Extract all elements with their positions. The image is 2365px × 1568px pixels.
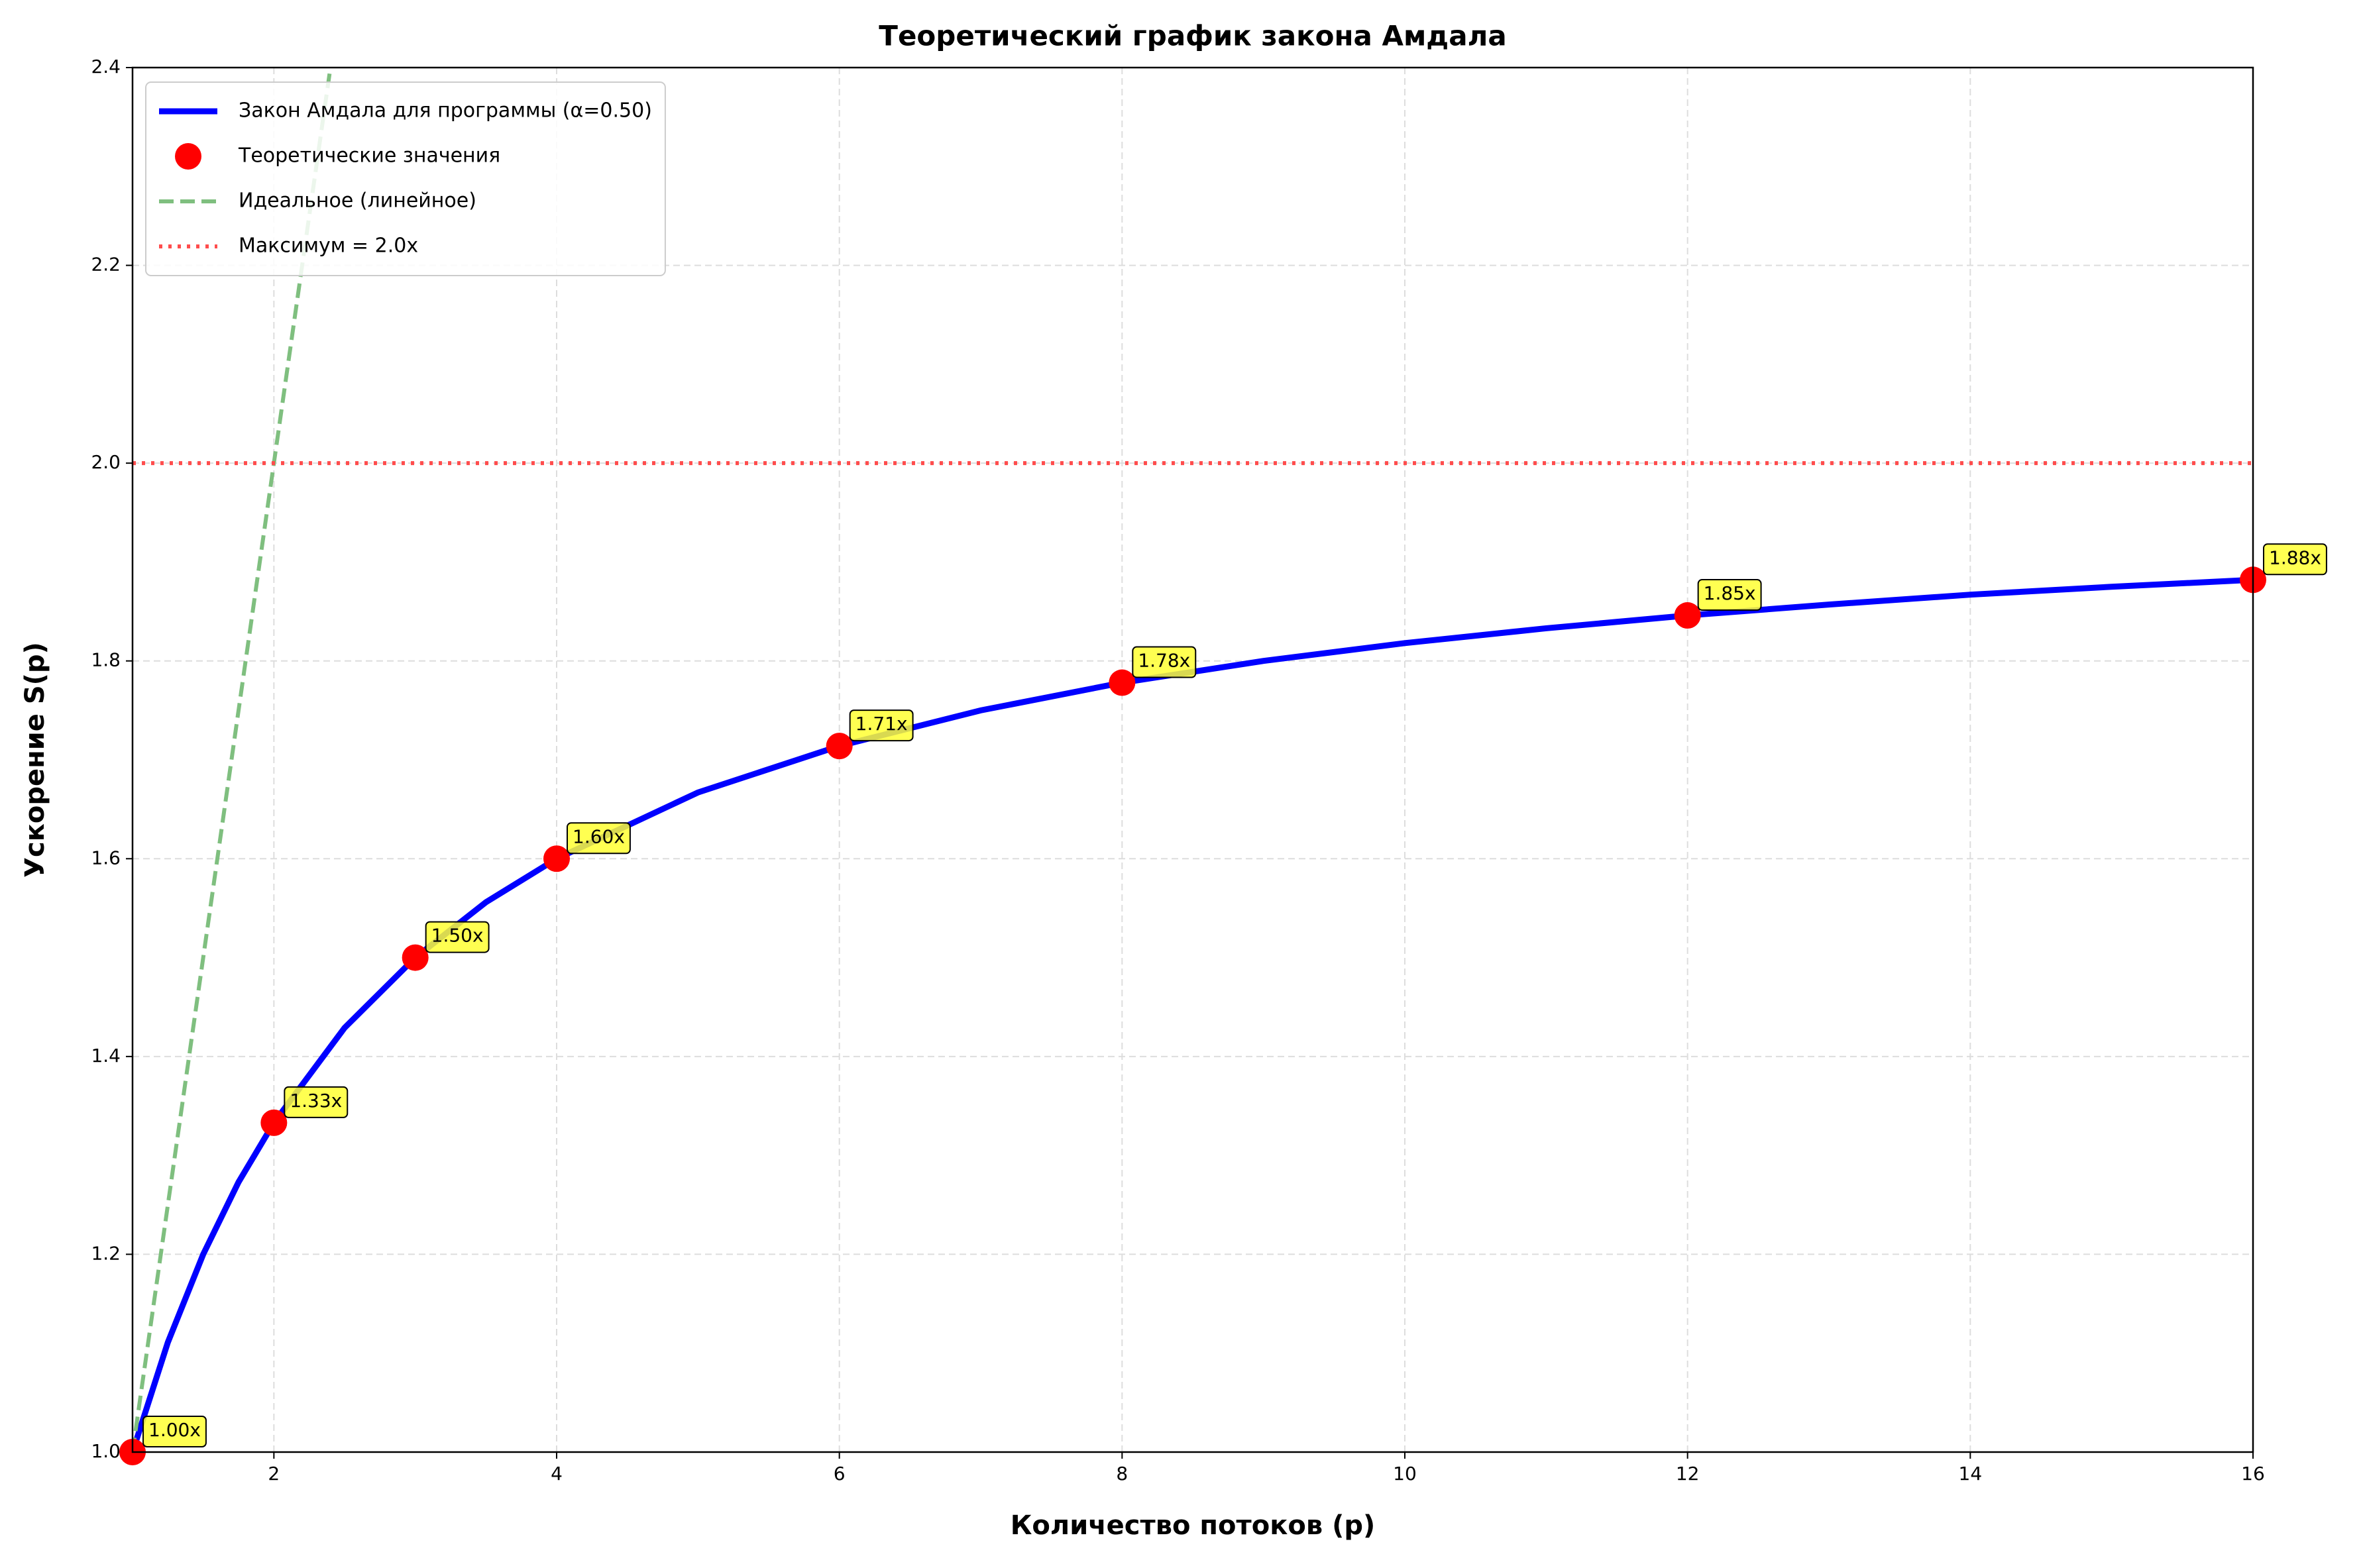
value-label-box	[849, 709, 914, 742]
y-tick-label: 1.2	[91, 1242, 121, 1264]
marker	[826, 733, 853, 760]
marker	[543, 845, 570, 872]
value-label: 1.78x	[1132, 646, 1197, 678]
value-label: 1.33x	[284, 1086, 349, 1118]
value-label-box	[567, 822, 631, 855]
x-tick-label: 10	[1393, 1463, 1417, 1485]
y-axis-label: Ускорение S(p)	[20, 642, 50, 878]
value-label-text: 1.85x	[1704, 582, 1756, 604]
legend-marker	[175, 143, 201, 170]
value-label: 1.00x	[142, 1416, 207, 1447]
x-axis-label: Количество потоков (p)	[1011, 1510, 1376, 1541]
value-label-text: 1.71x	[855, 713, 908, 735]
value-label: 1.85x	[1697, 579, 1762, 611]
value-label: 1.60x	[567, 822, 631, 855]
x-tick-label: 2	[268, 1463, 280, 1485]
marker	[402, 944, 429, 971]
value-label-box	[142, 1416, 207, 1447]
value-label-text: 1.78x	[1138, 650, 1190, 672]
value-label-text: 1.50x	[431, 925, 484, 947]
y-tick-label: 1.0	[91, 1440, 121, 1462]
value-label-text: 1.33x	[290, 1090, 342, 1112]
y-tick-label: 1.6	[91, 847, 121, 868]
y-tick-label: 2.0	[91, 451, 121, 473]
legend-box	[145, 81, 666, 276]
value-label: 1.71x	[849, 709, 914, 742]
value-label-box	[425, 921, 490, 953]
legend-label: Максимум = 2.0x	[239, 235, 418, 258]
y-tick-label: 1.8	[91, 649, 121, 671]
x-tick-label: 6	[834, 1463, 846, 1485]
value-label-text: 1.60x	[573, 825, 625, 847]
value-label: 1.50x	[425, 921, 490, 953]
value-label-box	[1697, 579, 1762, 611]
legend: Закон Амдала для программы (α=0.50) Теоре…	[145, 81, 666, 276]
chart-title: Теоретический график закона Амдала	[879, 20, 1506, 52]
axes-frame	[131, 66, 2254, 1453]
marker	[1674, 602, 1701, 629]
value-label-text: 1.00x	[148, 1419, 201, 1441]
x-tick-label: 16	[2241, 1463, 2265, 1485]
legend-label: Теоретические значения	[238, 144, 500, 168]
x-tick-label: 4	[551, 1463, 563, 1485]
x-tick-label: 8	[1116, 1463, 1128, 1485]
y-tick-label: 2.2	[91, 254, 121, 276]
value-label-box	[284, 1086, 349, 1118]
legend-label: Закон Амдала для программы (α=0.50)	[239, 99, 652, 123]
value-label: 1.88x	[2263, 543, 2327, 576]
value-label-box	[1132, 646, 1197, 678]
value-label-box	[2263, 543, 2327, 576]
x-tick-label: 14	[1959, 1463, 1983, 1485]
marker	[260, 1109, 288, 1136]
legend-label: Идеальное (линейное)	[239, 189, 476, 213]
marker	[1109, 669, 1136, 696]
y-tick-label: 1.4	[91, 1045, 121, 1067]
y-tick-label: 2.4	[91, 56, 121, 78]
x-tick-label: 12	[1676, 1463, 1700, 1485]
value-label-text: 1.88x	[2269, 547, 2321, 568]
